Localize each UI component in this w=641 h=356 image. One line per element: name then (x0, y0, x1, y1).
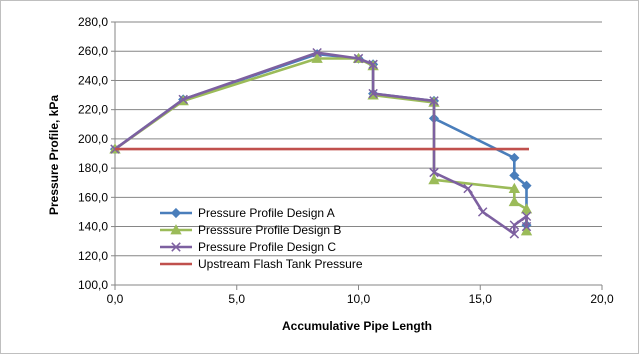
data-point (521, 221, 532, 232)
legend-label: Pressure Profile Design C (198, 240, 336, 254)
y-tick-label: 220,0 (78, 103, 108, 117)
legend-entry: Presssure Profile Design B (160, 223, 341, 237)
data-point (520, 203, 533, 214)
y-tick-label: 280,0 (78, 15, 108, 29)
y-tick-label: 140,0 (78, 220, 108, 234)
data-point (353, 53, 364, 64)
legend-entry: Upstream Flash Tank Pressure (160, 257, 363, 271)
x-tick-label: 10,0 (347, 292, 371, 306)
data-point (312, 47, 322, 58)
legend-label: Presssure Profile Design B (198, 223, 341, 237)
data-point (368, 59, 378, 70)
data-point (311, 52, 323, 63)
grid-layer (115, 21, 602, 257)
series-line (114, 51, 528, 236)
y-tick-label: 200,0 (78, 132, 108, 146)
legend-swatch-marker (170, 224, 182, 235)
data-point (509, 152, 520, 163)
data-point (463, 183, 473, 194)
data-point (508, 195, 521, 207)
series-3 (110, 47, 532, 239)
legend-label: Pressure Profile Design A (198, 206, 335, 220)
legend-swatch-marker (170, 207, 182, 219)
axes-layer: 100,0 120,0 140,0 160,0 180,0 200,0 220,0 240,0… (78, 15, 614, 306)
y-tick-label: 100,0 (78, 278, 108, 292)
data-point (509, 229, 520, 239)
legend-label: Upstream Flash Tank Pressure (198, 257, 363, 271)
x-tick-label: 15,0 (469, 292, 493, 306)
data-point (508, 182, 521, 193)
x-tick-label: 0,0 (107, 292, 124, 306)
x-tick-label: 5,0 (228, 292, 245, 306)
legend-entry: Pressure Profile Design C (160, 240, 336, 254)
y-tick-label: 120,0 (78, 249, 108, 263)
y-tick-label: 180,0 (78, 161, 108, 175)
x-tick-label: 20,0 (590, 292, 614, 306)
series-layer (109, 47, 533, 239)
data-point (520, 225, 533, 236)
data-point (509, 170, 520, 181)
data-point (429, 96, 439, 106)
y-tick-label: 160,0 (78, 190, 108, 204)
y-tick-label: 260,0 (78, 44, 108, 58)
data-point (428, 173, 440, 185)
data-point (477, 207, 488, 217)
data-point (521, 180, 532, 191)
legend-entry: Pressure Profile Design A (160, 206, 335, 220)
data-point (368, 88, 378, 99)
legend-layer: Pressure Profile Design A Presssure Profi… (160, 206, 363, 271)
legend-swatch-marker (171, 242, 181, 252)
data-point (178, 94, 188, 105)
y-tick-label: 240,0 (78, 73, 108, 87)
data-point (429, 167, 439, 178)
y-axis-title: Pressure Profile, kPa (47, 95, 61, 215)
data-point (521, 211, 532, 222)
x-axis-title: Accumulative Pipe Length (282, 319, 432, 333)
data-point (509, 220, 520, 230)
